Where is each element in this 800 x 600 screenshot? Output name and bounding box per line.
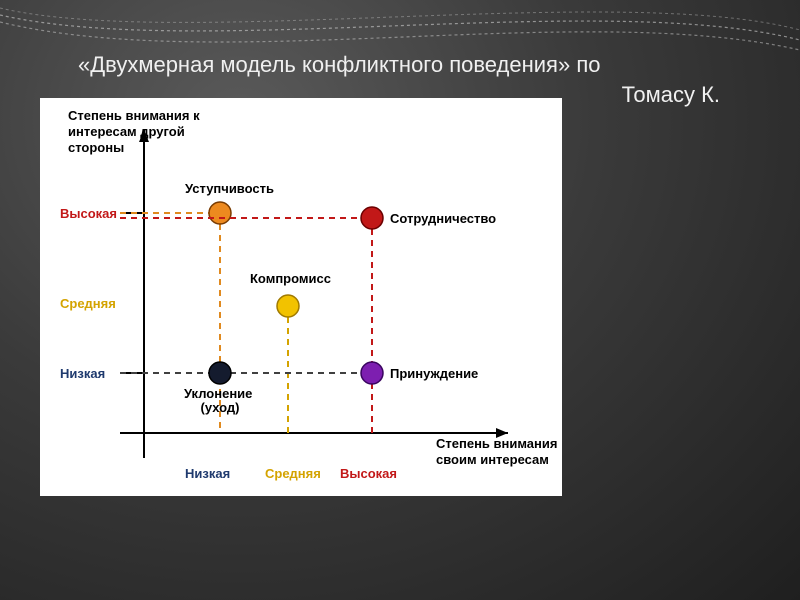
title-po: по — [576, 52, 600, 77]
y-tick-mid-label: Средняя — [60, 296, 116, 311]
title-quote: «Двухмерная модель конфликтного поведени… — [78, 52, 570, 77]
y-axis-title: Степень внимания к интересам другой стор… — [68, 108, 203, 155]
x-tick-high-label: Высокая — [340, 466, 397, 481]
avoidance-label: Уклонение (уход) — [184, 386, 256, 415]
y-tick-low-label: Низкая — [60, 366, 105, 381]
competition-dot — [361, 362, 383, 384]
collaboration-label: Сотрудничество — [390, 211, 496, 226]
y-tick-high-label: Высокая — [60, 206, 117, 221]
collaboration-dot — [361, 207, 383, 229]
title-line-1: «Двухмерная модель конфликтного поведени… — [78, 50, 800, 80]
competition-label: Принуждение — [390, 366, 478, 381]
thomas-model-chart: Степень внимания к интересам другой стор… — [40, 98, 562, 496]
x-axis-title: Степень внимания к своим интересам — [436, 436, 562, 467]
x-tick-mid-label: Средняя — [265, 466, 321, 481]
compromise-label: Компромисс — [250, 271, 331, 286]
x-tick-low-label: Низкая — [185, 466, 230, 481]
accommodation-label: Уступчивость — [185, 181, 274, 196]
accommodation-dot — [209, 202, 231, 224]
chart-card: Степень внимания к интересам другой стор… — [40, 98, 562, 496]
slide: «Двухмерная модель конфликтного поведени… — [0, 0, 800, 600]
compromise-dot — [277, 295, 299, 317]
avoidance-dot — [209, 362, 231, 384]
